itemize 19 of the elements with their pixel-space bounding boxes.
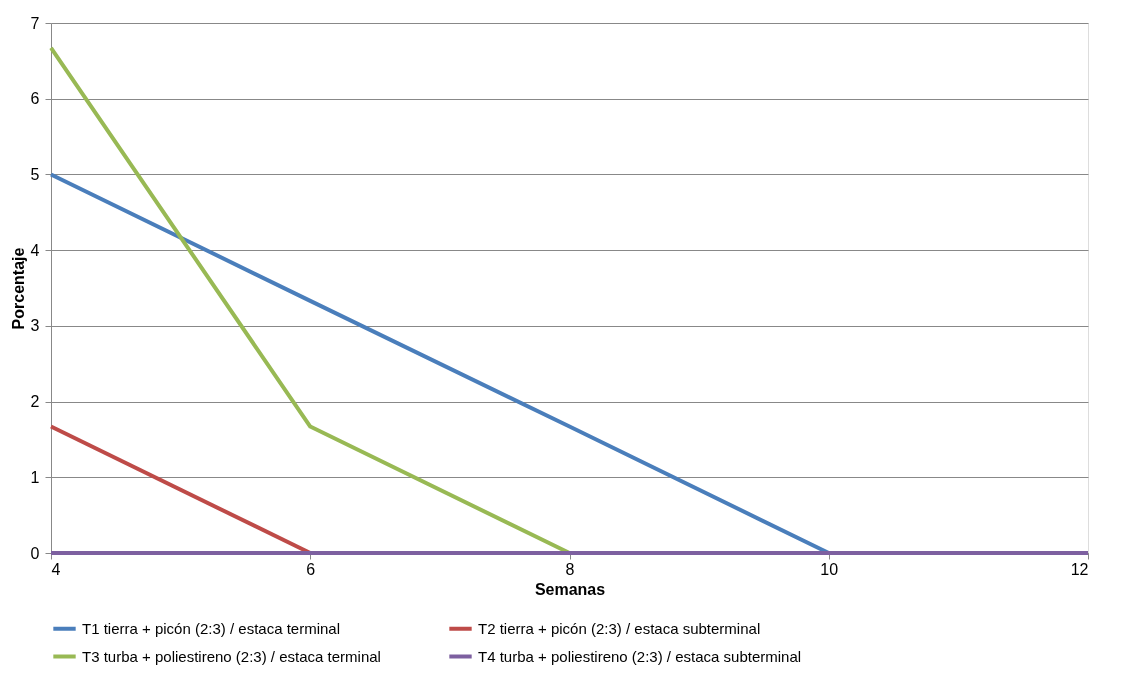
legend-label: T4 turba + poliestireno (2:3) / estaca subterminal bbox=[478, 647, 802, 665]
y-tick-label: 7 bbox=[30, 14, 40, 32]
x-tick-label: 12 bbox=[1070, 560, 1089, 578]
y-tick-label: 6 bbox=[30, 90, 40, 108]
y-tick-label: 4 bbox=[30, 241, 40, 259]
y-tick-label: 0 bbox=[30, 544, 40, 562]
x-tick-label: 8 bbox=[565, 560, 575, 578]
y-axis-title: Porcentaje bbox=[9, 247, 27, 330]
legend-label: T1 tierra + picón (2:3) / estaca terminal bbox=[82, 619, 341, 637]
legend-label: T3 turba + poliestireno (2:3) / estaca terminal bbox=[82, 647, 381, 665]
y-tick-label: 2 bbox=[30, 393, 40, 411]
x-axis-title: Semanas bbox=[534, 580, 606, 598]
y-tick-label: 5 bbox=[30, 165, 40, 183]
y-tick-label: 3 bbox=[30, 317, 40, 335]
x-tick-label: 10 bbox=[820, 560, 839, 578]
legend-label: T2 tierra + picón (2:3) / estaca subterminal bbox=[478, 619, 761, 637]
y-tick-label: 1 bbox=[30, 468, 40, 486]
x-tick-label: 6 bbox=[306, 560, 316, 578]
x-tick-label: 4 bbox=[51, 560, 61, 578]
